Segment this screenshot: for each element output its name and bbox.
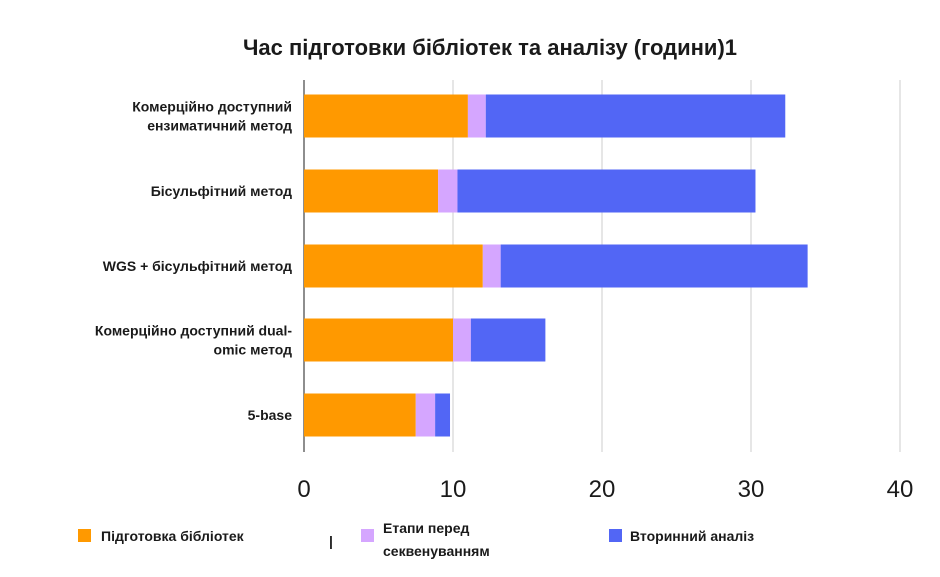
bar-cat3-series0 (304, 318, 453, 362)
bars-group (304, 94, 808, 437)
x-tick-labels: 0 10 20 30 40 (297, 476, 913, 503)
bar-cat1-series2 (457, 169, 756, 213)
bar-cat0-series0 (304, 94, 468, 138)
x-tick-label: 10 (440, 476, 467, 503)
bar-cat2-series1 (482, 244, 501, 288)
category-label: Комерційно доступний (132, 99, 292, 115)
legend-swatch (609, 529, 622, 542)
category-label: WGS + бісульфітний метод (103, 258, 292, 274)
legend-label: секвенуванням (383, 543, 490, 559)
legend-label: Підготовка бібліотек (101, 528, 245, 544)
legend: Підготовка бібліотек Етапи перед секвенува… (78, 520, 754, 559)
bar-cat1-series0 (304, 169, 439, 213)
category-label: 5-base (248, 407, 293, 423)
category-label: omic метод (214, 342, 293, 358)
category-label: Бісульфітний метод (151, 183, 292, 199)
bar-cat3-series1 (453, 318, 471, 362)
bar-cat4-series1 (415, 393, 436, 437)
legend-label: Етапи перед (383, 520, 470, 536)
bar-cat3-series2 (470, 318, 546, 362)
bar-cat0-series1 (467, 94, 486, 138)
category-label: ензиматичний метод (147, 118, 292, 134)
bar-cat2-series0 (304, 244, 483, 288)
legend-swatch (361, 529, 374, 542)
legend-separator: | (329, 533, 333, 549)
category-label: Комерційно доступний dual- (95, 323, 292, 339)
x-tick-label: 0 (297, 476, 310, 503)
category-labels: Комерційно доступний ензиматичний метод Бі… (95, 99, 292, 424)
x-tick-label: 40 (887, 476, 914, 503)
bar-cat1-series1 (438, 169, 458, 213)
bar-cat0-series2 (485, 94, 786, 138)
bar-cat2-series2 (500, 244, 808, 288)
x-tick-label: 30 (738, 476, 765, 503)
bar-cat4-series0 (304, 393, 416, 437)
legend-label: Вторинний аналіз (630, 528, 754, 544)
legend-swatch (78, 529, 91, 542)
bar-cat4-series2 (435, 393, 451, 437)
chart-title: Час підготовки бібліотек та аналізу (год… (243, 35, 737, 60)
x-tick-label: 20 (589, 476, 616, 503)
